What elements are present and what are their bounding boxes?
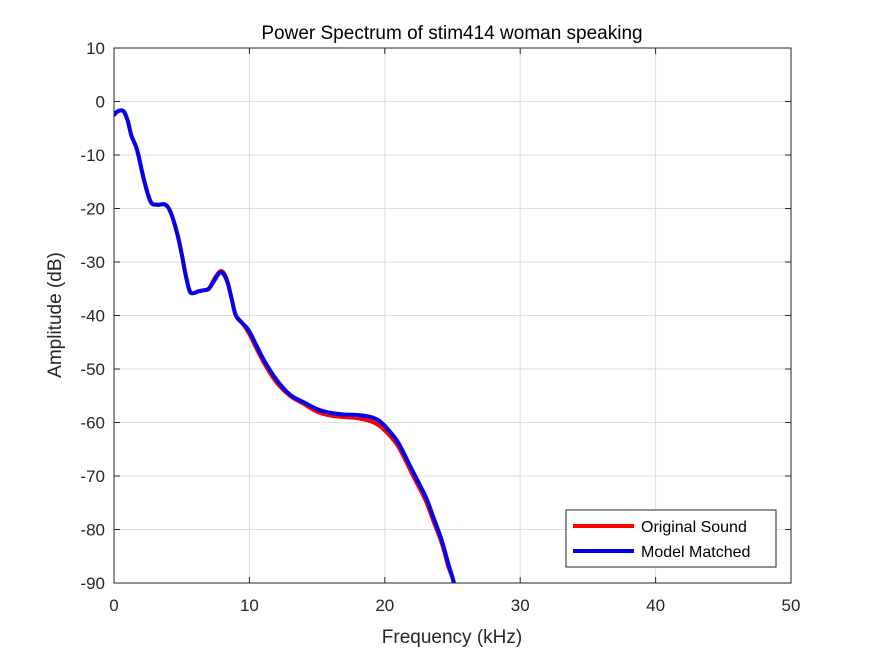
y-tick-label: -50 — [80, 360, 105, 379]
y-tick-label: -10 — [80, 146, 105, 165]
y-tick-label: -20 — [80, 200, 105, 219]
legend-label-model-matched: Model Matched — [641, 544, 750, 561]
x-tick-label: 30 — [511, 596, 530, 615]
y-tick-label: -60 — [80, 414, 105, 433]
y-tick-label: 0 — [96, 93, 105, 112]
y-axis-title: Amplitude (dB) — [45, 252, 66, 378]
tick-marks — [113, 47, 792, 584]
y-tick-label: -30 — [80, 253, 105, 272]
chart-title: Power Spectrum of stim414 woman speaking — [261, 23, 642, 44]
y-tick-label: -80 — [80, 521, 105, 540]
series-line-model-matched — [114, 108, 456, 583]
legend: Original Sound Model Matched — [565, 509, 777, 568]
y-tick-label: -70 — [80, 467, 105, 486]
legend-label-original-sound: Original Sound — [641, 519, 747, 536]
x-tick-label: 0 — [109, 596, 118, 615]
x-tick-label: 40 — [646, 596, 665, 615]
x-tick-label: 20 — [375, 596, 394, 615]
x-tick-labels: 0 10 20 30 40 50 — [109, 596, 800, 615]
y-tick-label: -90 — [80, 574, 105, 593]
x-axis-title: Frequency (kHz) — [382, 627, 522, 648]
grid — [114, 48, 791, 583]
y-tick-label: -40 — [80, 307, 105, 326]
series-lines — [114, 108, 457, 583]
y-tick-label: 10 — [86, 39, 105, 58]
y-tick-labels: 10 0 -10 -20 -30 -40 -50 -60 -70 -80 -90 — [80, 39, 105, 593]
legend-box — [565, 509, 777, 568]
x-tick-label: 50 — [782, 596, 801, 615]
x-tick-label: 10 — [240, 596, 259, 615]
